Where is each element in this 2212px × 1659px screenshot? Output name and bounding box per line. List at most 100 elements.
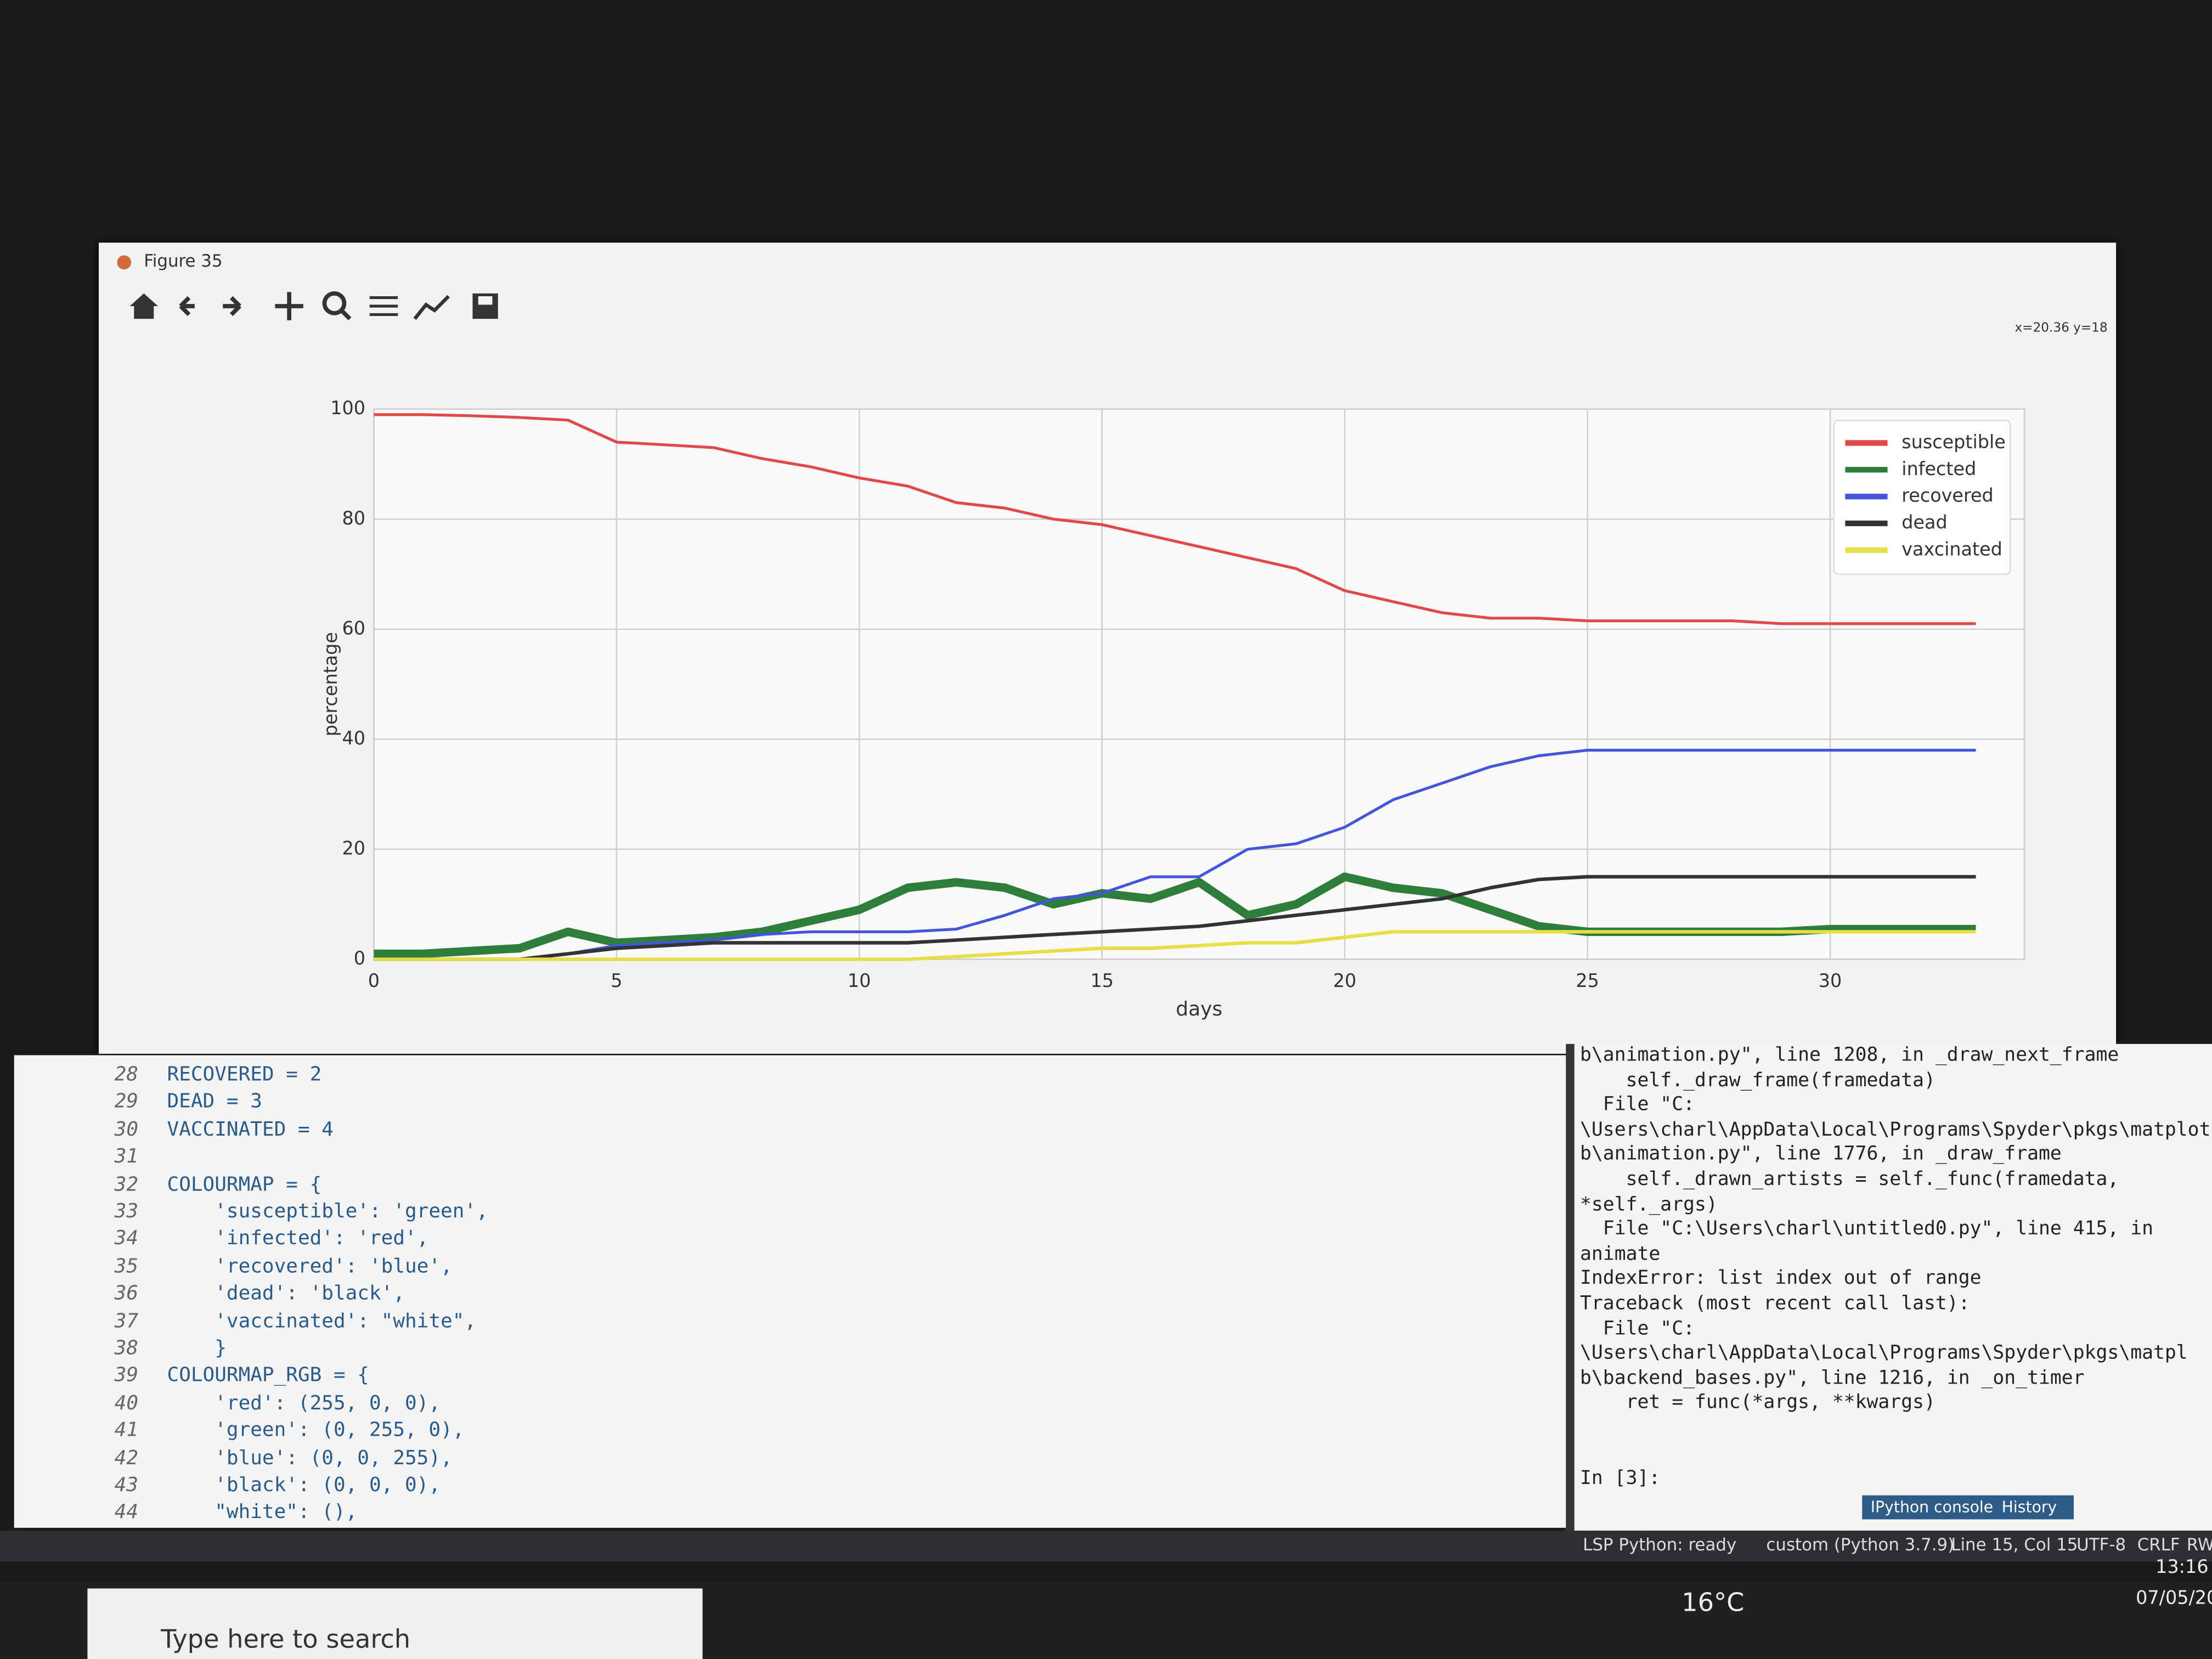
cursor-coords: x=20.36 y=18 (2015, 321, 2108, 336)
code-line: 'red': (255, 0, 0), (155, 1392, 441, 1415)
search-box[interactable]: Type here to search (87, 1588, 703, 1659)
code-line: "white": (), (155, 1502, 358, 1525)
chart: 0 20 40 60 80 100 0 5 10 15 20 25 30 days percentage su… (320, 397, 2025, 1020)
y-axis-label: percentage (320, 632, 341, 736)
y-tick-label: 0 (354, 947, 365, 969)
console-line: IndexError: list index out of range (1580, 1267, 1982, 1290)
console-tab[interactable]: History (2001, 1498, 2057, 1517)
y-tick-label: 40 (342, 727, 365, 749)
figure-window: Figure 35 x=20.36 y=18 0 20 40 60 80 100 0 5 10 1… (99, 242, 2117, 1054)
code-line: 'recovered': 'blue', (155, 1255, 453, 1278)
console-line: \Users\charl\AppData\Local\Programs\Spyd… (1580, 1341, 2188, 1365)
line-number: 31 (114, 1146, 138, 1169)
x-tick-label: 0 (368, 970, 380, 991)
series-line (374, 930, 1976, 961)
console-line: b\animation.py", line 1776, in _draw_fra… (1580, 1143, 2062, 1166)
line-number: 43 (114, 1474, 138, 1497)
x-tick-label: 15 (1090, 970, 1114, 991)
code-line: 'black': (0, 0, 0), (155, 1474, 441, 1497)
console-tabs[interactable]: IPython console History (1862, 1495, 2074, 1520)
code-line: RECOVERED = 2 (155, 1063, 322, 1086)
code-line: COLOURMAP_RGB = { (155, 1364, 369, 1387)
line-number: 28 (114, 1063, 138, 1086)
code-line: VACCINATED = 4 (155, 1118, 334, 1141)
code-line: 'blue': (0, 0, 255), (155, 1447, 453, 1470)
y-tick-label: 100 (330, 397, 365, 419)
console-line: File "C:\Users\charl\untitled0.py", line… (1580, 1217, 2154, 1240)
legend-label: vaxcinated (1901, 538, 2002, 560)
console-prompt[interactable]: In [3]: (1580, 1467, 1661, 1490)
line-number: 32 (114, 1173, 138, 1196)
line-number: 30 (114, 1118, 138, 1141)
line-number: 33 (114, 1200, 138, 1223)
console-line: self._drawn_artists = self._func(frameda… (1580, 1168, 2119, 1191)
y-tick-label: 20 (342, 838, 365, 859)
console-line: b\backend_bases.py", line 1216, in _on_t… (1580, 1367, 2085, 1390)
series-line (374, 874, 1976, 961)
console-tab[interactable]: IPython console (1870, 1498, 1994, 1517)
console-line: \Users\charl\AppData\Local\Programs\Spyd… (1580, 1118, 2212, 1141)
y-tick-label: 60 (342, 617, 365, 639)
console-line: ret = func(*args, **kwargs) (1580, 1391, 1936, 1414)
console-line: *self._args) (1580, 1193, 1718, 1216)
plot-area (373, 408, 2025, 960)
series-line (374, 748, 1976, 961)
status-bar: LSP Python: ready custom (Python 3.7.9) Li… (0, 1531, 2212, 1562)
toolbar[interactable] (127, 288, 507, 325)
line-number: 29 (114, 1091, 138, 1114)
code-line: 'vaccinated': "white", (155, 1310, 477, 1333)
code-line: } (155, 1337, 227, 1360)
console-line: File "C: (1580, 1317, 1695, 1340)
clock-date: 07/05/20 (2136, 1588, 2212, 1610)
status-item: UTF-8 (2076, 1534, 2126, 1555)
status-item: CRLF (2137, 1534, 2180, 1555)
line-number: 42 (114, 1447, 138, 1470)
y-tick-label: 80 (342, 507, 365, 529)
console-line: animate (1580, 1242, 1661, 1266)
line-number: 40 (114, 1392, 138, 1415)
line-number: 35 (114, 1255, 138, 1278)
status-item: custom (Python 3.7.9) (1766, 1534, 1955, 1555)
x-tick-label: 30 (1819, 970, 1842, 991)
legend-label: recovered (1901, 485, 1993, 506)
console-line: b\animation.py", line 1208, in _draw_nex… (1580, 1043, 2119, 1066)
code-editor[interactable]: 28 RECOVERED = 2 29 DEAD = 3 30 VACCINATED… (14, 1055, 1573, 1528)
status-item: Line 15, Col 15 (1951, 1534, 2078, 1555)
console-line: File "C: (1580, 1093, 1695, 1116)
legend-box (1833, 419, 2011, 575)
x-tick-label: 5 (611, 970, 622, 991)
console-line: Traceback (most recent call last): (1580, 1292, 1970, 1315)
code-line: 'susceptible': 'green', (155, 1200, 488, 1223)
console-line: self._draw_frame(framedata) (1580, 1069, 1936, 1092)
code-line: 'dead': 'black', (155, 1282, 405, 1306)
legend-label: dead (1901, 512, 1947, 533)
line-number: 34 (114, 1228, 138, 1251)
window-title: Figure 35 (144, 251, 223, 271)
search-placeholder[interactable]: Type here to search (161, 1625, 411, 1655)
code-line: 'green': (0, 255, 0), (155, 1419, 465, 1442)
line-number: 37 (114, 1310, 138, 1333)
x-tick-label: 25 (1576, 970, 1599, 991)
line-number: 38 (114, 1337, 138, 1360)
clock-time: 13:16 (2155, 1557, 2209, 1579)
code-line: 'infected': 'red', (155, 1228, 429, 1251)
legend-label: infected (1901, 458, 1976, 479)
code-line: DEAD = 3 (155, 1091, 262, 1114)
status-item: RW (2186, 1534, 2212, 1555)
code-line: COLOURMAP = { (155, 1173, 322, 1196)
line-number: 44 (114, 1502, 138, 1525)
line-number: 39 (114, 1364, 138, 1387)
x-axis-label: days (1176, 998, 1222, 1020)
x-tick-label: 10 (848, 970, 871, 991)
app-icon (117, 255, 132, 270)
taskbar: Type here to search 16°C 13:16 07/05/20 (0, 1558, 2212, 1659)
legend-label: susceptible (1901, 431, 2006, 453)
series-line (374, 413, 1976, 625)
weather: 16°C (1681, 1588, 1745, 1618)
ipython-console[interactable]: b\animation.py", line 1208, in _draw_nex… (1566, 1043, 2212, 1531)
line-number: 41 (114, 1419, 138, 1442)
line-number: 36 (114, 1282, 138, 1306)
status-item: LSP Python: ready (1583, 1534, 1737, 1555)
x-tick-label: 20 (1333, 970, 1357, 991)
